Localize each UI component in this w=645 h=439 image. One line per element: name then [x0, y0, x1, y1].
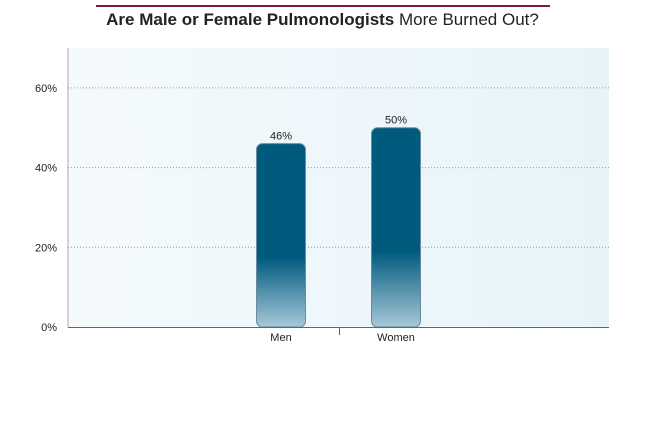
chart-title-bold: Are Male or Female Pulmonologists [106, 10, 395, 29]
y-tick-label: 60% [35, 83, 57, 95]
chart-title-rest: More Burned Out? [394, 10, 539, 29]
plot-area [68, 48, 609, 327]
title-rule [96, 5, 550, 7]
x-tick-label: Women [377, 332, 415, 344]
chart-title: Are Male or Female Pulmonologists More B… [0, 10, 645, 30]
y-tick-label: 0% [41, 322, 57, 334]
bar [371, 127, 421, 328]
data-label: 50% [385, 115, 407, 127]
bar [256, 143, 306, 328]
data-label: 46% [270, 131, 292, 143]
y-tick-label: 20% [35, 242, 57, 254]
y-tick-label: 40% [35, 163, 57, 175]
x-tick-label: Men [270, 332, 291, 344]
